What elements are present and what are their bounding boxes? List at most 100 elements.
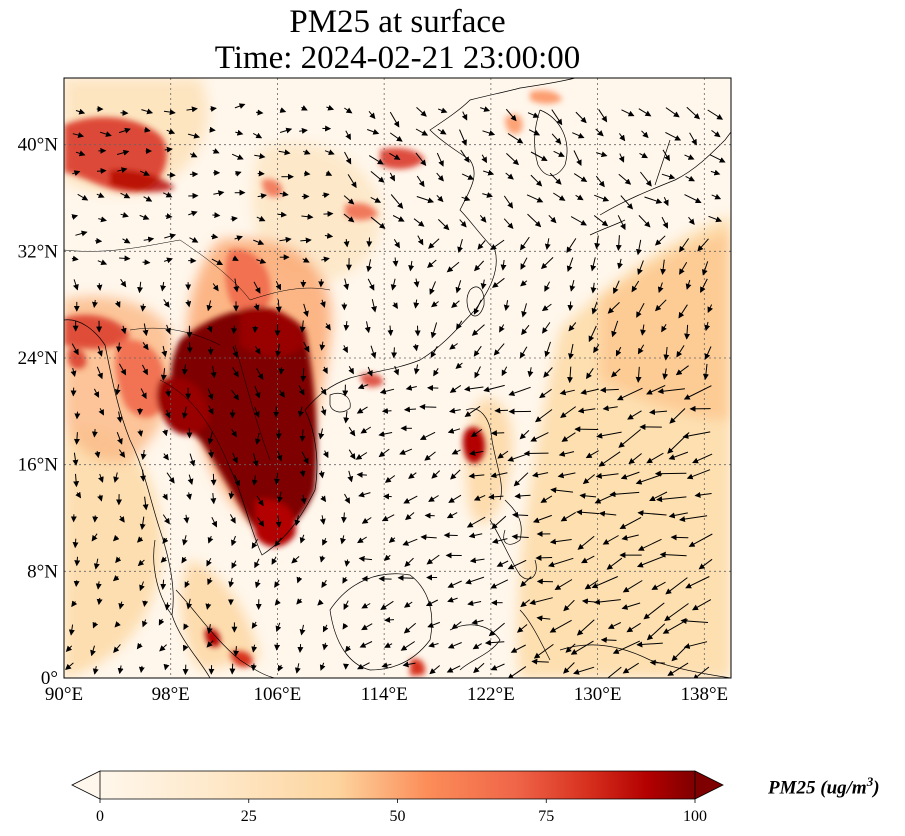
wind-arrow [207, 431, 214, 445]
lon-tick-label: 138°E [680, 684, 728, 705]
wind-arrow [505, 108, 517, 122]
wind-arrow [322, 192, 330, 199]
wind-arrow [490, 472, 508, 479]
wind-arrow [679, 261, 688, 275]
wind-arrow [560, 406, 576, 418]
wind-arrow [685, 175, 695, 182]
wind-arrow [526, 194, 544, 203]
wind-arrow [392, 257, 399, 267]
wind-arrow [70, 367, 77, 377]
wind-arrow [139, 214, 150, 220]
wind-arrow [619, 516, 642, 529]
wind-arrow [638, 108, 652, 117]
wind-arrow [496, 560, 509, 567]
wind-arrow [520, 280, 528, 287]
wind-arrow [686, 106, 701, 120]
colorbar-tick-label: 50 [390, 808, 406, 825]
wind-arrow [616, 387, 643, 401]
wind-arrow [278, 367, 285, 375]
wind-arrow [637, 538, 662, 551]
wind-arrow [649, 659, 666, 666]
wind-arrow [620, 195, 634, 210]
wind-arrow [323, 210, 334, 217]
lat-tick-label: 32°N [18, 241, 59, 262]
wind-arrow [615, 235, 622, 251]
wind-arrow [446, 512, 458, 519]
wind-arrow [92, 666, 99, 675]
wind-arrow [343, 411, 350, 424]
wind-arrow [527, 213, 542, 228]
wind-arrow [232, 452, 238, 464]
wind-arrow [563, 599, 575, 612]
wind-arrow [207, 577, 213, 586]
wind-arrow [415, 152, 427, 166]
wind-arrow [279, 390, 285, 398]
wind-arrow [490, 579, 509, 589]
wind-arrow [389, 152, 401, 160]
wind-arrow [692, 666, 710, 678]
wind-arrow [535, 554, 553, 561]
wind-arrow [140, 303, 147, 312]
wind-arrow [256, 495, 264, 507]
wind-arrow [520, 236, 530, 251]
wind-arrow [451, 300, 460, 308]
wind-arrow [392, 215, 405, 222]
wind-arrow [600, 637, 617, 644]
wind-arrow [96, 192, 105, 198]
wind-arrow [389, 111, 400, 128]
wind-arrow [663, 196, 669, 207]
wind-arrow [92, 621, 99, 629]
wind-arrow [325, 170, 333, 176]
wind-arrow [341, 512, 348, 524]
wind-arrow [162, 191, 173, 198]
wind-arrow [137, 429, 144, 437]
wind-arrow [228, 491, 235, 500]
wind-arrow [577, 535, 595, 550]
wind-arrow [160, 579, 167, 590]
wind-arrow [343, 321, 350, 331]
wind-arrow [277, 664, 284, 672]
wind-arrow [298, 385, 305, 396]
wind-arrow [301, 213, 314, 220]
wind-arrow [490, 430, 505, 437]
map-frame [63, 77, 732, 679]
wind-arrow [596, 151, 608, 158]
wind-arrow [116, 432, 123, 445]
wind-arrow [621, 602, 641, 610]
wind-arrow [661, 216, 668, 229]
wind-arrow [508, 386, 531, 396]
wind-arrow [364, 321, 371, 334]
wind-arrow [253, 281, 261, 294]
wind-arrow [98, 473, 104, 483]
wind-arrow [428, 641, 439, 648]
wind-arrow [661, 323, 667, 333]
wind-arrow [399, 448, 413, 455]
wind-arrow [96, 167, 107, 174]
wind-arrow [161, 345, 168, 358]
wind-arrow [257, 517, 265, 527]
coastline-borneo [329, 573, 433, 671]
wind-arrow [254, 579, 261, 589]
wind-arrow [367, 128, 380, 135]
wind-arrow [438, 107, 448, 114]
wind-arrow [651, 581, 666, 590]
wind-arrow [606, 557, 623, 570]
wind-arrow [684, 324, 691, 340]
wind-arrow [466, 516, 486, 528]
wind-arrow [74, 556, 81, 567]
wind-arrow [553, 192, 566, 201]
wind-arrow [542, 322, 551, 334]
wind-arrow [252, 325, 259, 333]
wind-arrow [551, 133, 562, 145]
wind-arrow [366, 259, 373, 273]
wind-arrow [670, 534, 689, 541]
wind-arrow [189, 453, 196, 467]
wind-arrow [361, 623, 373, 631]
wind-arrow [528, 129, 541, 136]
wind-arrow [233, 646, 240, 657]
wind-arrow [118, 127, 131, 134]
wind-arrow [679, 238, 690, 253]
wind-arrow [637, 510, 667, 517]
wind-arrow [668, 451, 689, 460]
